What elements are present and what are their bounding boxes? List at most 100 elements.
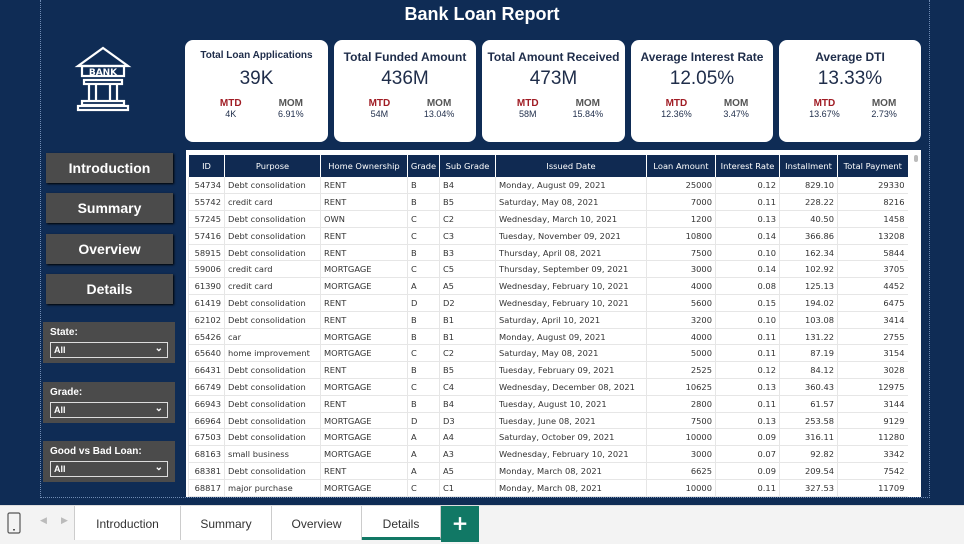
table-cell: MORTGAGE — [320, 378, 408, 396]
column-header[interactable]: Issued Date — [495, 155, 647, 177]
nav-overview-button[interactable]: Overview — [46, 234, 173, 264]
table-cell: Debt consolidation — [224, 210, 321, 228]
table-cell: B3 — [439, 244, 496, 262]
kpi-mtd: MTD 54M — [349, 98, 409, 119]
state-dropdown[interactable]: All ⌄ — [50, 342, 168, 358]
good-bad-loan-value: All — [54, 464, 66, 474]
table-cell: 366.86 — [779, 227, 838, 245]
table-cell: B — [407, 311, 440, 329]
table-cell: B1 — [439, 328, 496, 346]
table-cell: 228.22 — [779, 193, 838, 212]
scroll-left-icon[interactable]: ◀ — [40, 516, 47, 526]
table-cell: 7500 — [646, 412, 716, 430]
table-cell: 59006 — [188, 260, 225, 279]
mom-label: MOM — [575, 98, 601, 109]
table-row[interactable]: 61390 credit card MORTGAGE A A5 Wednesday, Fe… — [188, 277, 908, 296]
kpi-mom: MOM 15.84% — [558, 98, 618, 119]
column-header[interactable]: Total Payment — [837, 155, 908, 177]
mtd-value: 12.36% — [661, 109, 692, 119]
page-tab-bar: ◀ ▶ Introduction Summary Overview Detail… — [0, 505, 964, 544]
column-header[interactable]: Purpose — [224, 155, 321, 177]
table-cell: 66943 — [188, 395, 225, 413]
tab-details[interactable]: Details — [362, 506, 441, 540]
kpi-title: Total Amount Received — [487, 50, 620, 64]
table-cell: 0.11 — [715, 395, 780, 413]
tab-summary[interactable]: Summary — [181, 506, 272, 540]
column-header[interactable]: Home Ownership — [320, 155, 408, 177]
table-cell: 12975 — [837, 378, 908, 396]
table-cell: Debt consolidation — [224, 227, 321, 245]
table-cell: C — [407, 227, 440, 245]
mobile-layout-icon[interactable] — [7, 512, 21, 534]
table-cell: C1 — [439, 479, 496, 497]
kpi-title: Average Interest Rate — [640, 50, 764, 64]
kpi-title: Average DTI — [815, 50, 885, 64]
table-cell: 3000 — [646, 260, 716, 279]
tab-overview[interactable]: Overview — [272, 506, 362, 540]
table-row[interactable]: 68163 small business MORTGAGE A A3 Wednesday,… — [188, 445, 908, 464]
column-header[interactable]: Interest Rate — [715, 155, 780, 177]
kpi-value: 13.33% — [817, 68, 883, 89]
table-cell: 8216 — [837, 193, 908, 212]
table-row[interactable]: 66749 Debt consolidation MORTGAGE C C4 Wednes… — [188, 378, 908, 396]
table-cell: 0.13 — [715, 210, 780, 228]
grade-dropdown[interactable]: All ⌄ — [50, 402, 168, 418]
table-row[interactable]: 58915 Debt consolidation RENT B B3 Thursday, … — [188, 244, 908, 262]
table-row[interactable]: 55742 credit card RENT B B5 Saturday, May 08,… — [188, 193, 908, 212]
table-cell: 68163 — [188, 445, 225, 464]
table-cell: Debt consolidation — [224, 412, 321, 430]
table-cell: 0.11 — [715, 328, 780, 346]
good-bad-loan-dropdown[interactable]: All ⌄ — [50, 461, 168, 477]
column-header[interactable]: Grade — [407, 155, 440, 177]
table-cell: 2800 — [646, 395, 716, 413]
table-cell: 0.11 — [715, 193, 780, 212]
table-row[interactable]: 61419 Debt consolidation RENT D D2 Wednesday,… — [188, 294, 908, 312]
nav-details-button[interactable]: Details — [46, 274, 173, 304]
table-row[interactable]: 65426 car MORTGAGE B B1 Monday, August 09, 20… — [188, 328, 908, 346]
table-cell: Monday, August 09, 2021 — [495, 177, 647, 195]
table-cell: MORTGAGE — [320, 412, 408, 430]
bank-logo-icon: BANK — [74, 46, 132, 112]
table-cell: 0.07 — [715, 445, 780, 464]
good-bad-loan-filter: Good vs Bad Loan: All ⌄ — [43, 441, 175, 482]
table-cell: B — [407, 177, 440, 195]
table-row[interactable]: 66964 Debt consolidation MORTGAGE D D3 Tuesda… — [188, 412, 908, 430]
table-cell: Saturday, May 08, 2021 — [495, 193, 647, 212]
scroll-right-icon[interactable]: ▶ — [61, 516, 68, 526]
table-row[interactable]: 57416 Debt consolidation RENT C C3 Tuesday, N… — [188, 227, 908, 245]
table-row[interactable]: 66943 Debt consolidation RENT B B4 Tuesday, A… — [188, 395, 908, 413]
table-cell: 0.11 — [715, 479, 780, 497]
table-cell: 3028 — [837, 361, 908, 380]
table-row[interactable]: 67503 Debt consolidation MORTGAGE A A4 Saturd… — [188, 428, 908, 447]
column-header[interactable]: Installment — [779, 155, 838, 177]
mom-value: 2.73% — [871, 109, 897, 119]
table-cell: 0.15 — [715, 294, 780, 312]
table-row[interactable]: 65640 home improvement MORTGAGE C C2 Saturday… — [188, 344, 908, 363]
table-row[interactable]: 59006 credit card MORTGAGE C C5 Thursday, Sep… — [188, 260, 908, 279]
table-cell: 10800 — [646, 227, 716, 245]
table-row[interactable]: 68817 major purchase MORTGAGE C C1 Monday, Ma… — [188, 479, 908, 497]
table-cell: Debt consolidation — [224, 311, 321, 329]
table-cell: 0.13 — [715, 378, 780, 396]
nav-introduction-button[interactable]: Introduction — [46, 153, 173, 183]
nav-summary-button[interactable]: Summary — [46, 193, 173, 223]
add-page-button[interactable]: + — [441, 506, 479, 542]
table-row[interactable]: 62102 Debt consolidation RENT B B1 Saturday, … — [188, 311, 908, 329]
table-cell: A5 — [439, 277, 496, 296]
column-header[interactable]: ID — [188, 155, 225, 177]
table-scrollbar[interactable] — [914, 155, 918, 162]
table-cell: C — [407, 479, 440, 497]
table-cell: 829.10 — [779, 177, 838, 195]
tab-introduction[interactable]: Introduction — [74, 506, 181, 540]
table-cell: Wednesday, February 10, 2021 — [495, 294, 647, 312]
column-header[interactable]: Sub Grade — [439, 155, 496, 177]
table-row[interactable]: 54734 Debt consolidation RENT B B4 Monday, Au… — [188, 177, 908, 195]
table-row[interactable]: 57245 Debt consolidation OWN C C2 Wednesday, … — [188, 210, 908, 228]
table-cell: 1200 — [646, 210, 716, 228]
table-cell: 29330 — [837, 177, 908, 195]
table-cell: home improvement — [224, 344, 321, 363]
table-cell: A — [407, 277, 440, 296]
table-row[interactable]: 68381 Debt consolidation RENT A A5 Monday, Ma… — [188, 462, 908, 480]
column-header[interactable]: Loan Amount — [646, 155, 716, 177]
table-row[interactable]: 66431 Debt consolidation RENT B B5 Tuesday, F… — [188, 361, 908, 380]
